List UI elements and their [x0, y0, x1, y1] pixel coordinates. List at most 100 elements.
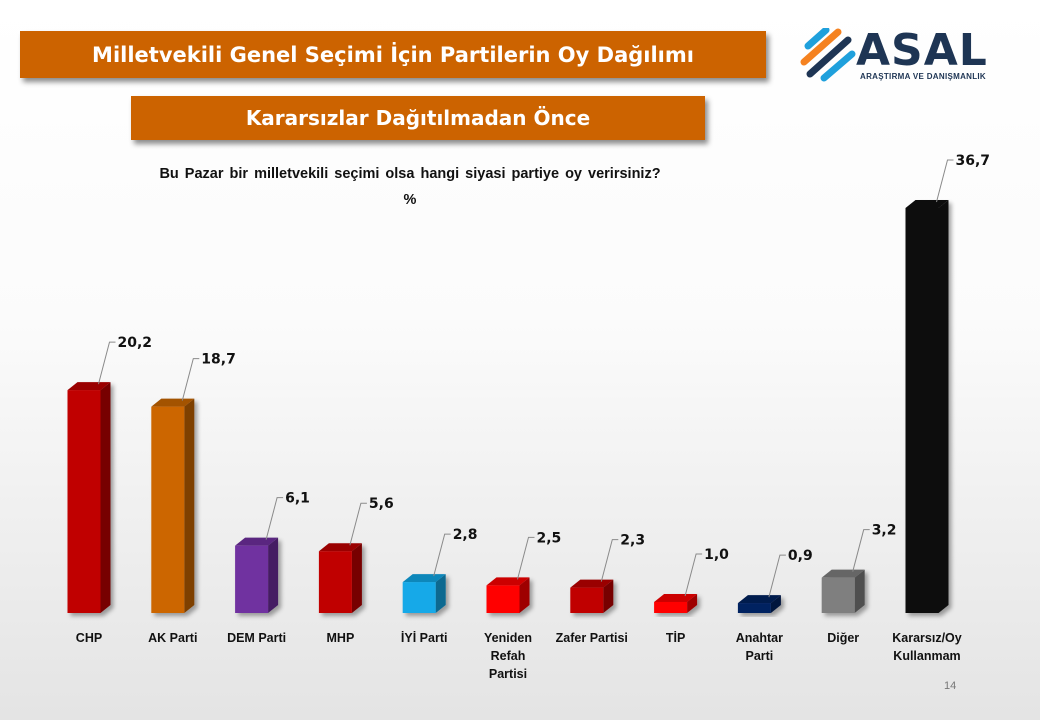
bar-top-8 [737, 595, 781, 604]
leader-line-8 [768, 554, 786, 598]
category-label: Anahtar Parti [704, 629, 814, 665]
category-label-line: Kullanmam [893, 649, 961, 663]
category-label-line: İYİ Parti [400, 631, 448, 645]
logo-tagline: ARAŞTIRMA VE DANIŞMANLIK [860, 72, 987, 81]
category-label-line: Kararsız/Oy [892, 631, 962, 645]
leader-line-0 [98, 341, 116, 385]
page-subtitle: Kararsızlar Dağıtılmadan Önce [245, 106, 591, 130]
bar-top-0 [67, 382, 111, 391]
bar [737, 603, 771, 613]
category-label: İYİ Parti [369, 629, 479, 647]
asal-logo: ASAL ARAŞTIRMA VE DANIŞMANLIK [800, 25, 990, 84]
category-label: AK Parti [118, 629, 228, 647]
category-label: Kararsız/Oy Kullanmam [872, 629, 982, 665]
page-title: Milletvekili Genel Seçimi İçin Partileri… [92, 42, 694, 67]
title-banner: Milletvekili Genel Seçimi İçin Partileri… [20, 31, 766, 78]
bar [235, 545, 269, 613]
bar-group-10 [905, 200, 949, 613]
category-label-line: Partisi [488, 667, 528, 681]
data-label: 20,2 [118, 335, 153, 351]
page-number: 14 [944, 680, 957, 692]
leader-line-7 [684, 553, 703, 597]
bar-top-2 [235, 537, 279, 546]
data-label: 2,5 [537, 530, 562, 546]
category-label: Diğer [788, 629, 898, 647]
bar-group-4 [402, 574, 446, 613]
bar-top-7 [654, 593, 698, 602]
leader-line-10 [936, 159, 954, 203]
bar-group-9 [821, 569, 865, 613]
data-label: 1,0 [704, 547, 729, 563]
category-label: TİP [621, 629, 731, 647]
data-label: 2,8 [453, 527, 478, 543]
category-label-line: AK Parti [148, 631, 198, 645]
logo-mark-icon [800, 28, 856, 82]
chart-unit: % [403, 192, 417, 208]
bar [402, 582, 436, 613]
bar [318, 551, 352, 613]
bar-side-3 [351, 543, 362, 613]
data-label: 2,3 [620, 533, 645, 549]
category-label-line: DEM Parti [227, 631, 287, 645]
bar-group-3 [318, 543, 362, 613]
category-label-line: Diğer [827, 631, 860, 645]
bar [570, 587, 604, 613]
bar [905, 208, 939, 613]
bar-side-8 [770, 595, 781, 613]
leader-line-3 [349, 502, 367, 546]
data-label: 18,7 [201, 352, 236, 368]
bar-group-7 [654, 593, 698, 613]
bar-top-4 [402, 574, 446, 583]
data-label: 6,1 [285, 491, 310, 507]
category-label: MHP [285, 629, 395, 647]
category-label: CHP [34, 629, 144, 647]
data-label: 0,9 [788, 548, 813, 564]
category-label-line: Zafer Partisi [555, 631, 628, 645]
subtitle-banner: Kararsızlar Dağıtılmadan Önce [131, 96, 705, 140]
bar-side-2 [268, 537, 279, 613]
logo-wordmark: ASAL [856, 25, 988, 76]
bar-group-6 [570, 579, 614, 613]
bar-top-6 [570, 579, 614, 588]
bar-side-10 [938, 200, 949, 613]
category-label-line: Refah [490, 649, 526, 663]
bar-group-0 [67, 382, 111, 613]
bar [654, 601, 688, 613]
bar-top-5 [486, 577, 530, 586]
bar-top-3 [318, 543, 362, 552]
bar-side-6 [603, 579, 614, 613]
category-label-line: CHP [75, 631, 103, 645]
chart-question: Bu Pazar bir milletvekili seçimi olsa ha… [159, 166, 661, 182]
bar-group-5 [486, 577, 530, 613]
category-label-line: Parti [745, 649, 774, 663]
bar-top-10 [905, 200, 949, 208]
leader-line-5 [517, 536, 535, 580]
bar-side-1 [184, 398, 195, 613]
category-label: DEM Parti [202, 629, 312, 647]
bar [67, 390, 101, 613]
bar-group-8 [737, 595, 781, 613]
bar-group-2 [235, 537, 279, 613]
data-label: 36,7 [956, 153, 991, 169]
bar [151, 406, 185, 613]
bar [486, 585, 520, 613]
category-label-line: Anahtar [735, 631, 783, 645]
leader-line-1 [181, 358, 200, 401]
category-label-line: Yeniden [484, 631, 532, 645]
bar [821, 577, 855, 613]
data-label: 5,6 [369, 496, 394, 512]
bar-top-9 [821, 569, 865, 578]
bar-side-0 [100, 382, 111, 613]
bar-side-9 [854, 569, 865, 613]
bar-group-1 [151, 398, 195, 613]
bar-top-1 [151, 398, 195, 407]
bar-side-4 [435, 574, 446, 613]
leader-line-6 [600, 539, 619, 582]
leader-line-9 [852, 529, 870, 572]
category-label: Yeniden Refah Partisi [453, 629, 563, 683]
leader-line-4 [433, 533, 451, 577]
category-label-line: TİP [665, 631, 686, 645]
data-label: 3,2 [872, 523, 897, 539]
bar-side-7 [687, 593, 698, 613]
